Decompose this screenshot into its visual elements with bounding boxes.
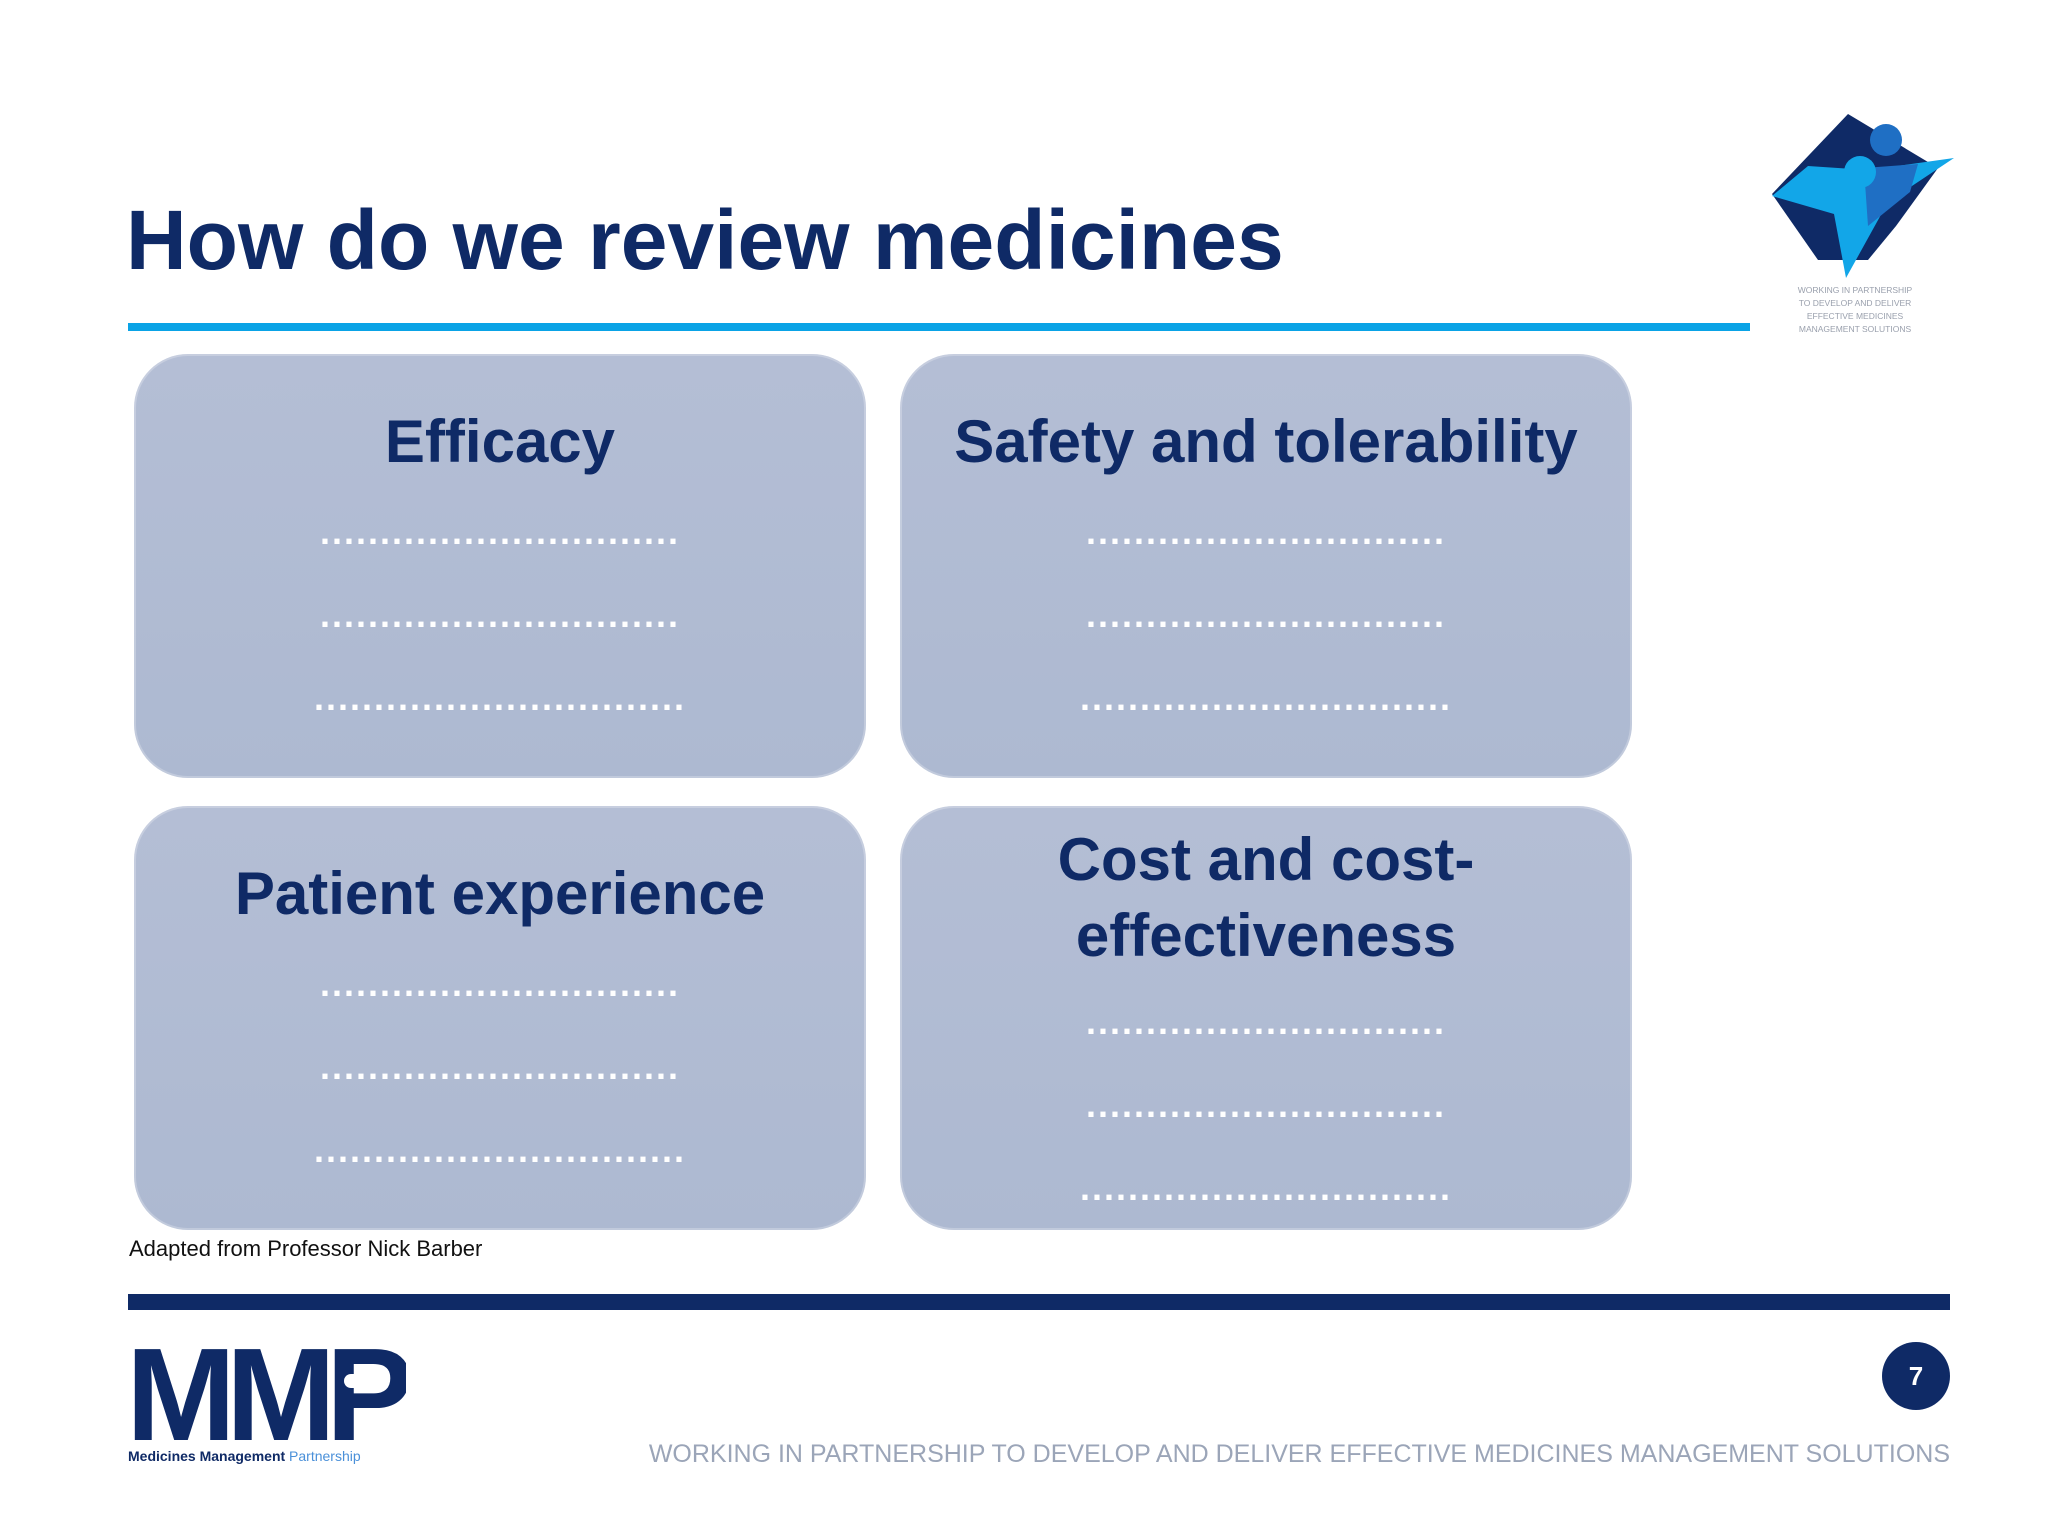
dotted-line: ..............................	[1085, 594, 1447, 635]
card-patient-experience: Patient experience .....................…	[134, 806, 866, 1230]
logo-tagline-line: effective medicines	[1806, 311, 1904, 321]
card-title-line: Cost and cost-	[1057, 826, 1475, 893]
dotted-line: ..............................	[1085, 511, 1447, 552]
mmp-logo-letters: MMP	[126, 1340, 406, 1468]
mmp-name: Medicines Management Partnership	[128, 1448, 361, 1464]
mmp-name-bold: Medicines Management	[128, 1448, 286, 1464]
dotted-line: ..............................	[319, 1046, 681, 1087]
card-title: Patient experience	[234, 860, 766, 927]
dotted-line: ...............................	[1079, 1167, 1453, 1208]
dotted-line: ..............................	[319, 511, 681, 552]
dotted-line: ...............................	[1079, 677, 1453, 718]
title-underline	[128, 323, 1750, 331]
dotted-line: ...............................	[313, 1129, 687, 1170]
footer-rule	[128, 1294, 1950, 1310]
partnership-star-logo	[1772, 114, 1954, 278]
slide-title: How do we review medicines	[126, 193, 1284, 287]
source-credit: Adapted from Professor Nick Barber	[129, 1236, 483, 1261]
dotted-line: ..............................	[319, 963, 681, 1004]
dotted-line: ..............................	[1085, 1084, 1447, 1125]
logo-tagline-line: to develop and deliver	[1798, 298, 1912, 308]
card-efficacy: Efficacy .............................. …	[134, 354, 866, 778]
card-title: Safety and tolerability	[954, 408, 1578, 475]
logo-tagline-line: management solutions	[1798, 324, 1912, 334]
dotted-line: ..............................	[319, 594, 681, 635]
dotted-line: ..............................	[1085, 1001, 1447, 1042]
dotted-line: ...............................	[313, 677, 687, 718]
card-safety-tolerability: Safety and tolerability ................…	[900, 354, 1632, 778]
footer-tagline: WORKING IN PARTNERSHIP TO DEVELOP AND DE…	[648, 1440, 1950, 1468]
logo-tagline: Working in partnership to develop and de…	[1760, 284, 1950, 336]
page-number-badge: 7	[1882, 1342, 1950, 1410]
card-cost-effectiveness: Cost and cost- effectiveness ...........…	[900, 806, 1632, 1230]
logo-tagline-line: Working in partnership	[1797, 285, 1913, 295]
mmp-name-light: Partnership	[289, 1448, 361, 1464]
mmp-logo: MMP	[126, 1340, 406, 1468]
card-title: Efficacy	[384, 408, 616, 475]
card-title-line: effectiveness	[1075, 902, 1457, 969]
